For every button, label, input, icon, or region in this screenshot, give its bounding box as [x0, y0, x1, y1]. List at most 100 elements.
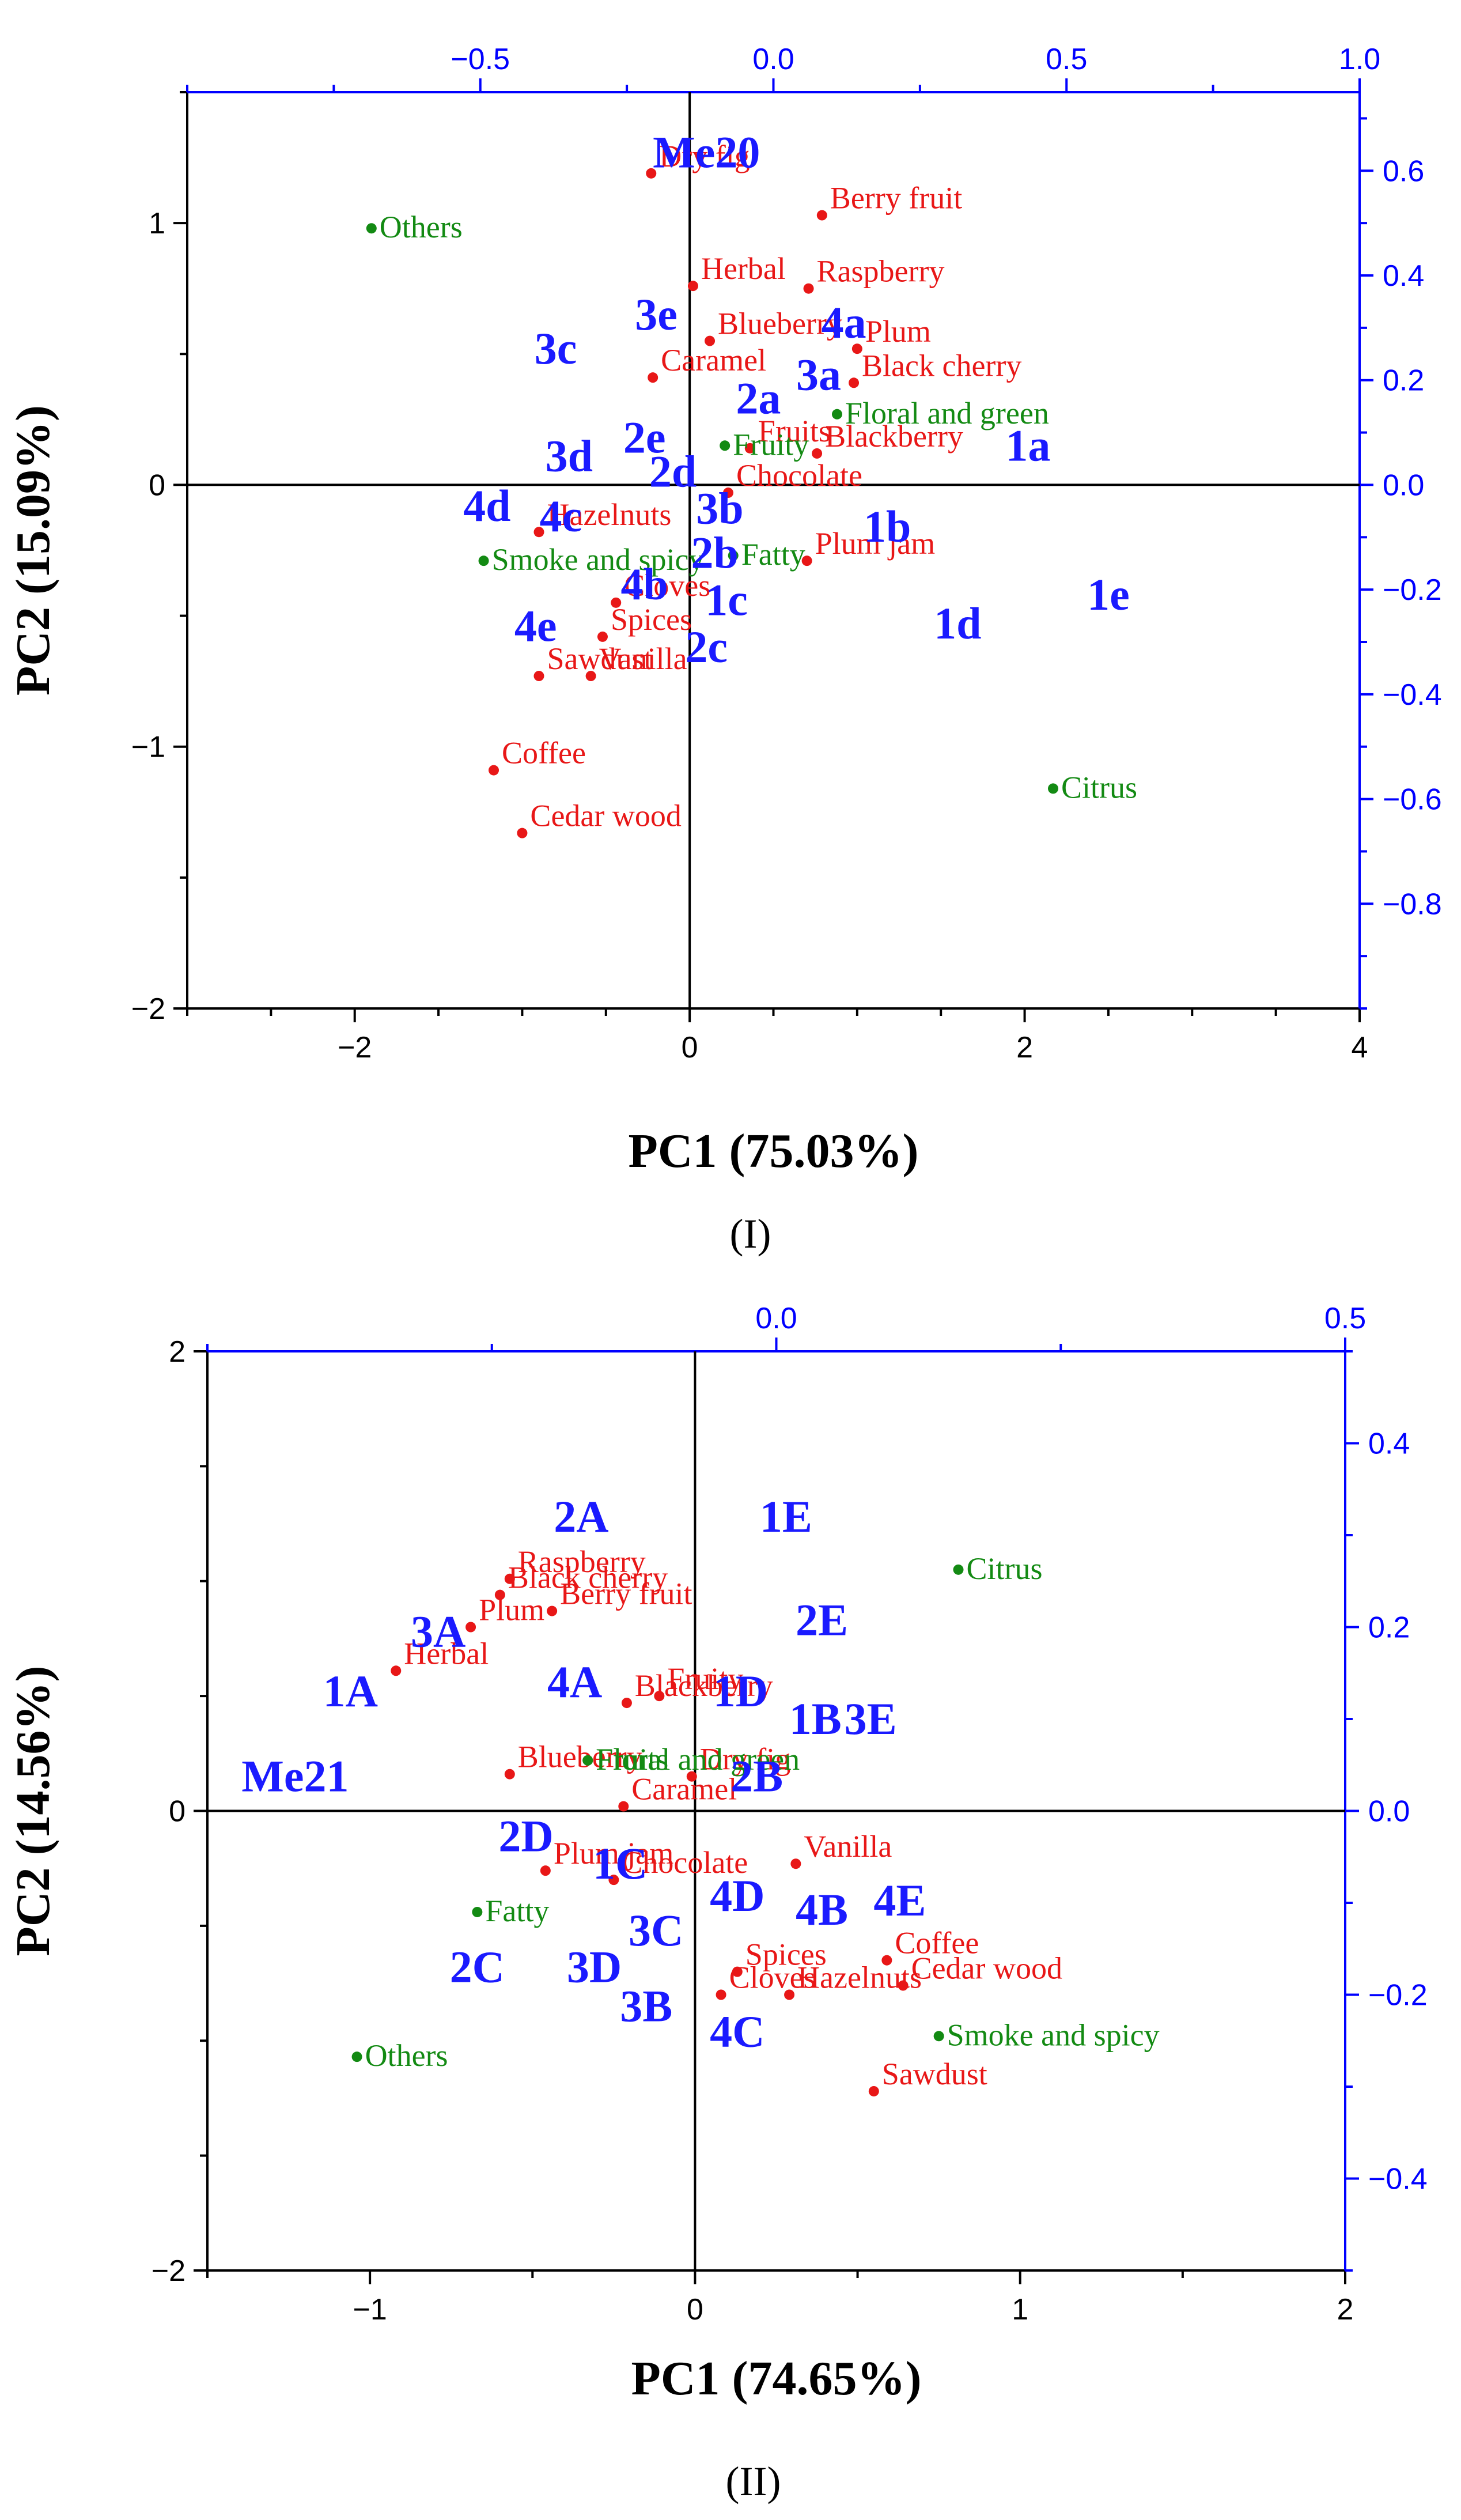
loading-point-green	[366, 223, 377, 234]
sample-label: 3A	[411, 1606, 465, 1656]
loading-point-red	[618, 1801, 629, 1812]
sample-label: 1E	[760, 1491, 812, 1542]
right-tick-label: 0.4	[1383, 259, 1424, 293]
loading-point-red	[868, 2085, 879, 2096]
loading-label-red: Berry fruit	[560, 1577, 692, 1611]
loading-label-red: Raspberry	[817, 254, 945, 289]
loading-point-green	[720, 440, 730, 451]
y-tick-label: 0	[149, 469, 165, 502]
loading-point-green	[478, 556, 489, 566]
sample-label: 1C	[593, 1838, 648, 1888]
loading-point-red	[648, 372, 658, 383]
sample-label: 4e	[514, 601, 557, 651]
sample-label: 2a	[736, 373, 781, 424]
sample-label: Me20	[653, 127, 760, 177]
sample-label: 2C	[450, 1942, 505, 1992]
loading-label-red: Hazelnuts	[547, 497, 672, 532]
sample-label: 3c	[535, 323, 577, 373]
loading-point-green	[582, 1755, 593, 1766]
sample-label: Me21	[241, 1751, 349, 1801]
loading-label-red: Herbal	[701, 251, 786, 286]
top-tick-label: 1.0	[1339, 43, 1380, 76]
y-tick-label: −2	[152, 2254, 186, 2288]
loading-label-green: Citrus	[1061, 770, 1137, 804]
y-tick-label: 2	[169, 1335, 186, 1369]
sample-label: 2E	[796, 1595, 848, 1645]
loading-point-red	[517, 828, 528, 838]
sample-label: 4a	[822, 297, 866, 347]
loading-label-green: Others	[380, 210, 463, 244]
loading-point-red	[801, 556, 812, 566]
loading-label-red: Cloves	[624, 568, 710, 603]
loading-point-green	[831, 409, 842, 420]
sample-label: 3e	[635, 289, 677, 339]
x-tick-label: −2	[338, 1031, 372, 1064]
loading-label-red: Raspberry	[518, 1544, 646, 1579]
top-tick-label: 0.5	[1046, 43, 1087, 76]
sample-label: 3d	[546, 430, 593, 481]
loading-point-red	[812, 448, 823, 459]
loading-point-red	[597, 631, 608, 642]
sample-label: 4d	[463, 481, 510, 531]
loading-point-red	[585, 671, 596, 682]
loading-label-red: Spices	[745, 1937, 827, 1972]
right-tick-label: −0.6	[1383, 783, 1442, 817]
loading-point-red	[611, 597, 622, 608]
sample-label: 4E	[873, 1875, 926, 1925]
panel-label: (II)	[726, 2458, 781, 2504]
sample-label: 4B	[796, 1884, 848, 1935]
sample-label: 4c	[539, 491, 582, 541]
loading-label-red: Cedar wood	[911, 1951, 1062, 1986]
loading-label-red: Black cherry	[508, 1561, 668, 1595]
loading-label-red: Fruits	[758, 414, 831, 448]
loading-point-red	[898, 1980, 909, 1991]
sample-label: 4C	[710, 2006, 764, 2056]
loading-label-red: Chocolate	[736, 458, 862, 493]
loading-point-red	[621, 1698, 632, 1709]
loading-label-green: Citrus	[967, 1551, 1043, 1586]
loading-label-green: Floral and green	[596, 1742, 800, 1777]
loading-label-red: Coffee	[502, 736, 586, 770]
loading-label-red: Plum	[479, 1593, 544, 1627]
loading-point-red	[540, 1865, 551, 1876]
right-tick-label: 0.2	[1383, 364, 1424, 398]
loading-label-red: Plum jam	[815, 526, 936, 561]
loading-label-red: Dry fig	[700, 1742, 790, 1777]
y-tick-label: −1	[131, 731, 165, 764]
sample-label: 1b	[864, 501, 911, 551]
loading-point-red	[391, 1665, 402, 1676]
sample-label: 1A	[323, 1666, 378, 1716]
chart-panel-1: −2 0 2 4 −2 −1 0 1 −0.5 0.0 0.5 1.0 0.6 0.4 0.2 0.0 −0.2…	[6, 43, 1442, 1257]
sample-label: 2e	[623, 413, 666, 463]
y-tick-label: −2	[131, 992, 165, 1026]
sample-label: 3a	[796, 350, 841, 400]
sample-label: 1c	[705, 575, 748, 625]
sample-label: 3E	[845, 1694, 897, 1744]
x-tick-label: 0	[687, 2293, 703, 2326]
right-tick-label: 0.0	[1368, 1795, 1410, 1828]
sample-label: 3B	[620, 1981, 672, 2031]
y-tick-label: 1	[149, 207, 165, 240]
loading-point-green	[1047, 783, 1058, 794]
loading-point-red	[744, 443, 755, 454]
loading-point-red	[732, 1966, 743, 1977]
top-tick-label: 0.0	[755, 1302, 797, 1335]
loading-label-red: Coffee	[895, 1926, 979, 1960]
loading-label-green: Smoke and spicy	[947, 2017, 1160, 2052]
sample-label: 2A	[554, 1491, 608, 1542]
right-tick-label: −0.4	[1383, 678, 1442, 712]
x-tick-label: 4	[1352, 1031, 1368, 1064]
loading-point-red	[803, 283, 814, 294]
y-tick-label: 0	[169, 1795, 186, 1828]
loading-label-red: Plum	[865, 314, 931, 349]
loading-label-red: Black cherry	[862, 348, 1021, 383]
sample-label: 1a	[1005, 420, 1050, 470]
loading-label-green: Others	[365, 2038, 448, 2073]
x-tick-label: −1	[353, 2293, 387, 2326]
loading-label-red: Vanilla	[599, 641, 687, 676]
sample-label: 3D	[567, 1942, 622, 1992]
sample-label: 3b	[696, 483, 743, 533]
loading-label-red: Spices	[611, 602, 692, 637]
sample-label: 1B	[789, 1694, 842, 1744]
